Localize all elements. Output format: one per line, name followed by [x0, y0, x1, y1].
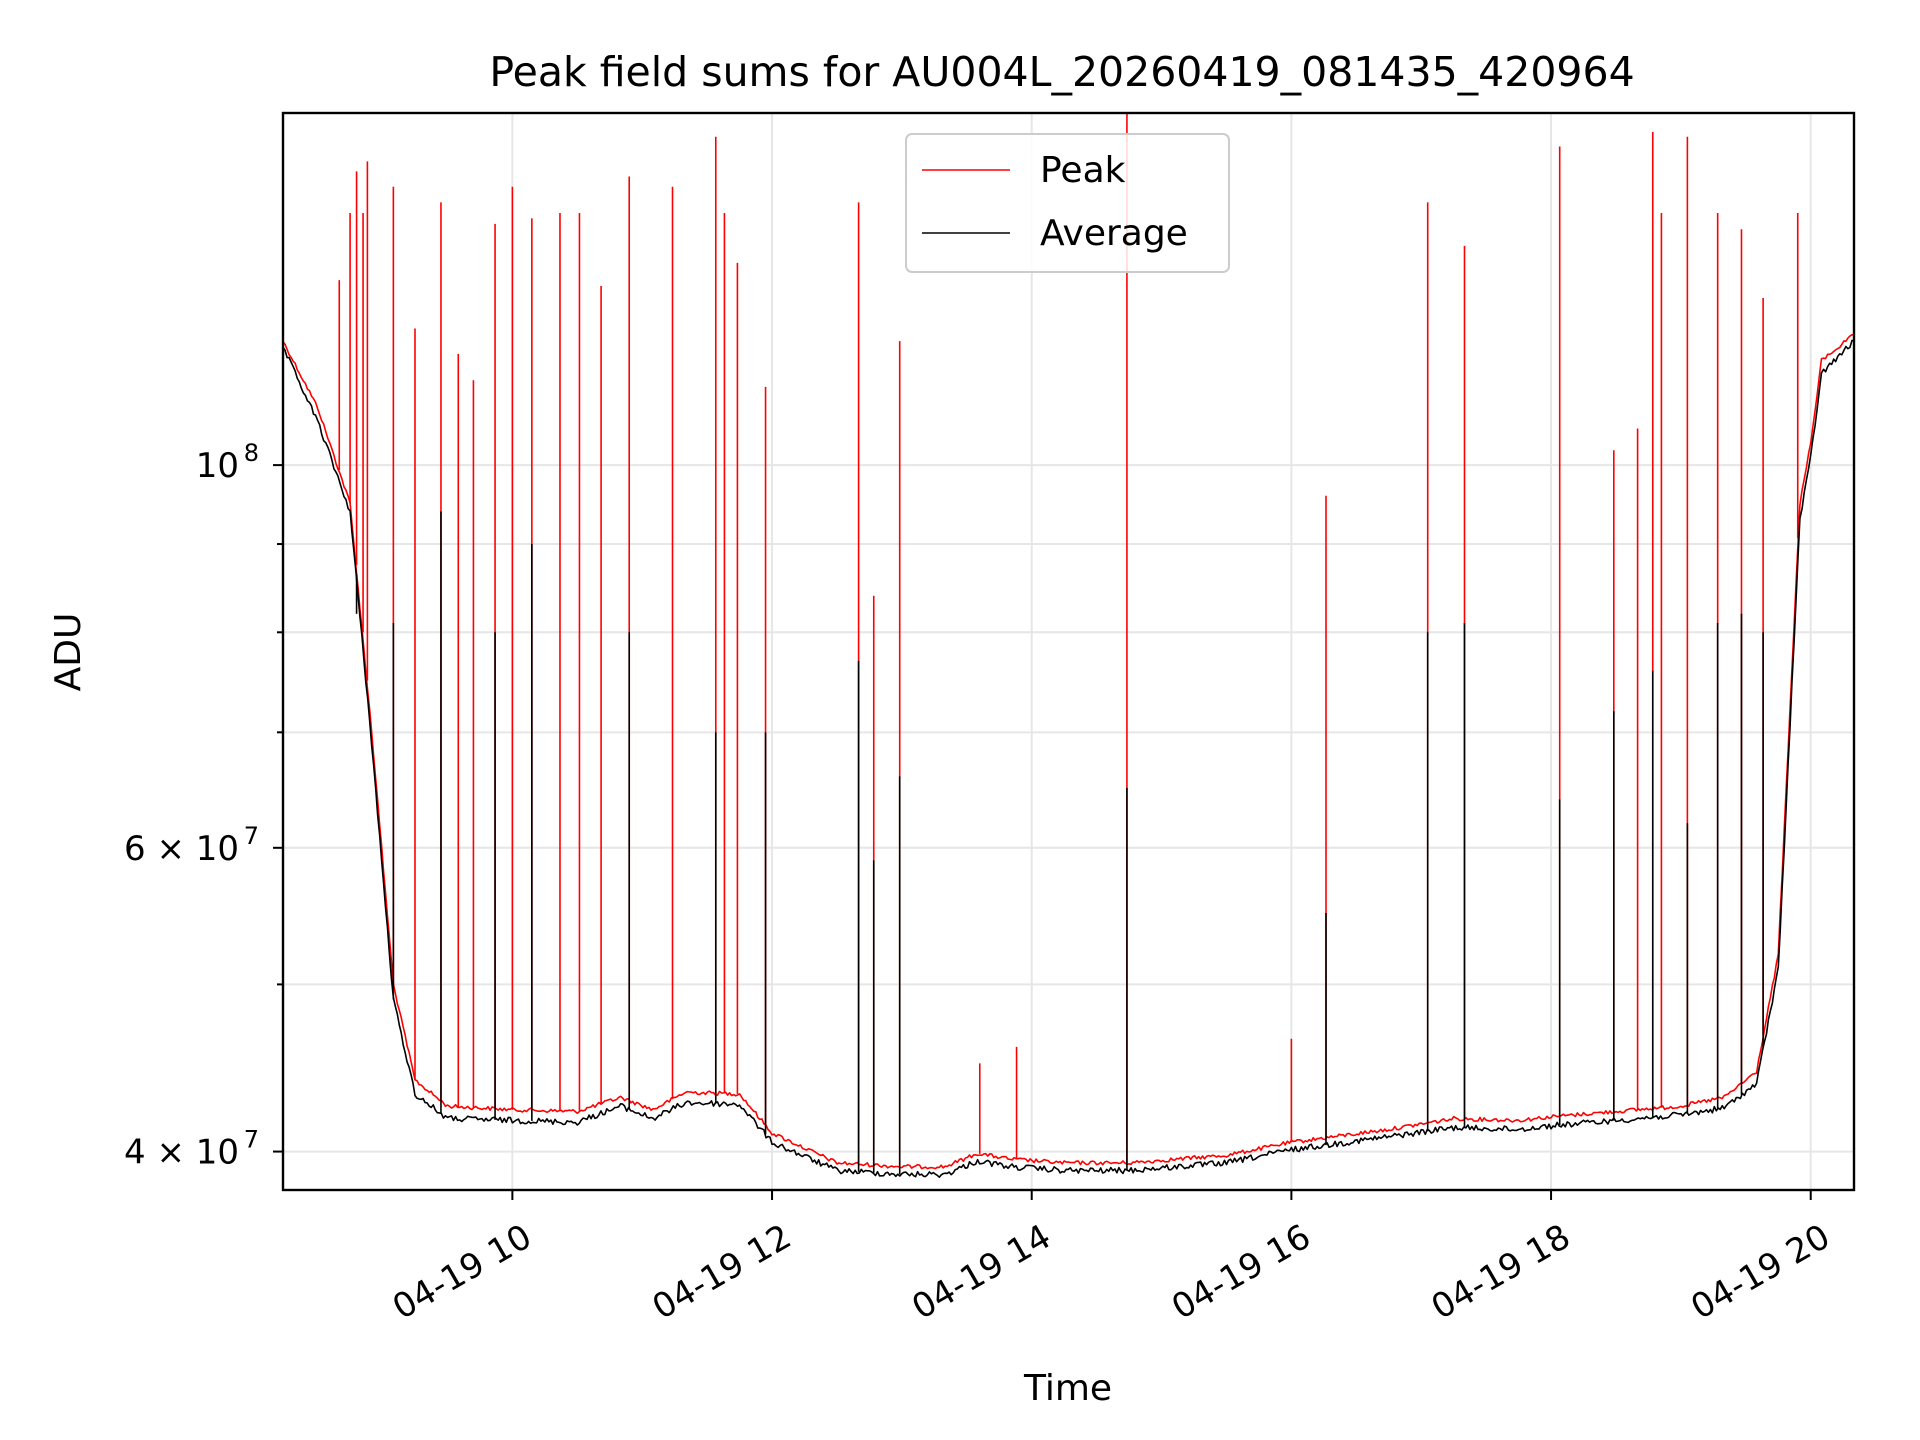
x-axis-title: Time — [1023, 1368, 1112, 1409]
series-layer — [282, 113, 1855, 1178]
y-tick-exponent: 7 — [244, 822, 259, 850]
y-tick-label: 6 × 10 — [124, 829, 239, 869]
series-line-peak — [282, 334, 1854, 1170]
legend: Peak Average — [905, 133, 1230, 273]
series-average — [282, 339, 1855, 1178]
plot-frame — [281, 111, 1856, 1192]
grid-lines — [283, 113, 1854, 1190]
y-tick-label: 10 — [196, 446, 239, 486]
legend-label-average: Average — [1040, 213, 1188, 254]
legend-label-peak: Peak — [1040, 150, 1126, 191]
y-axis-title: ADU — [48, 613, 89, 692]
chart-title: Peak field sums for AU004L_20260419_0814… — [489, 48, 1634, 96]
series-line-average — [282, 339, 1855, 1178]
legend-box — [905, 133, 1230, 273]
y-tick-exponent: 7 — [244, 1126, 259, 1154]
y-tick-label: 4 × 10 — [124, 1133, 239, 1173]
y-tick-exponent: 8 — [244, 439, 259, 467]
